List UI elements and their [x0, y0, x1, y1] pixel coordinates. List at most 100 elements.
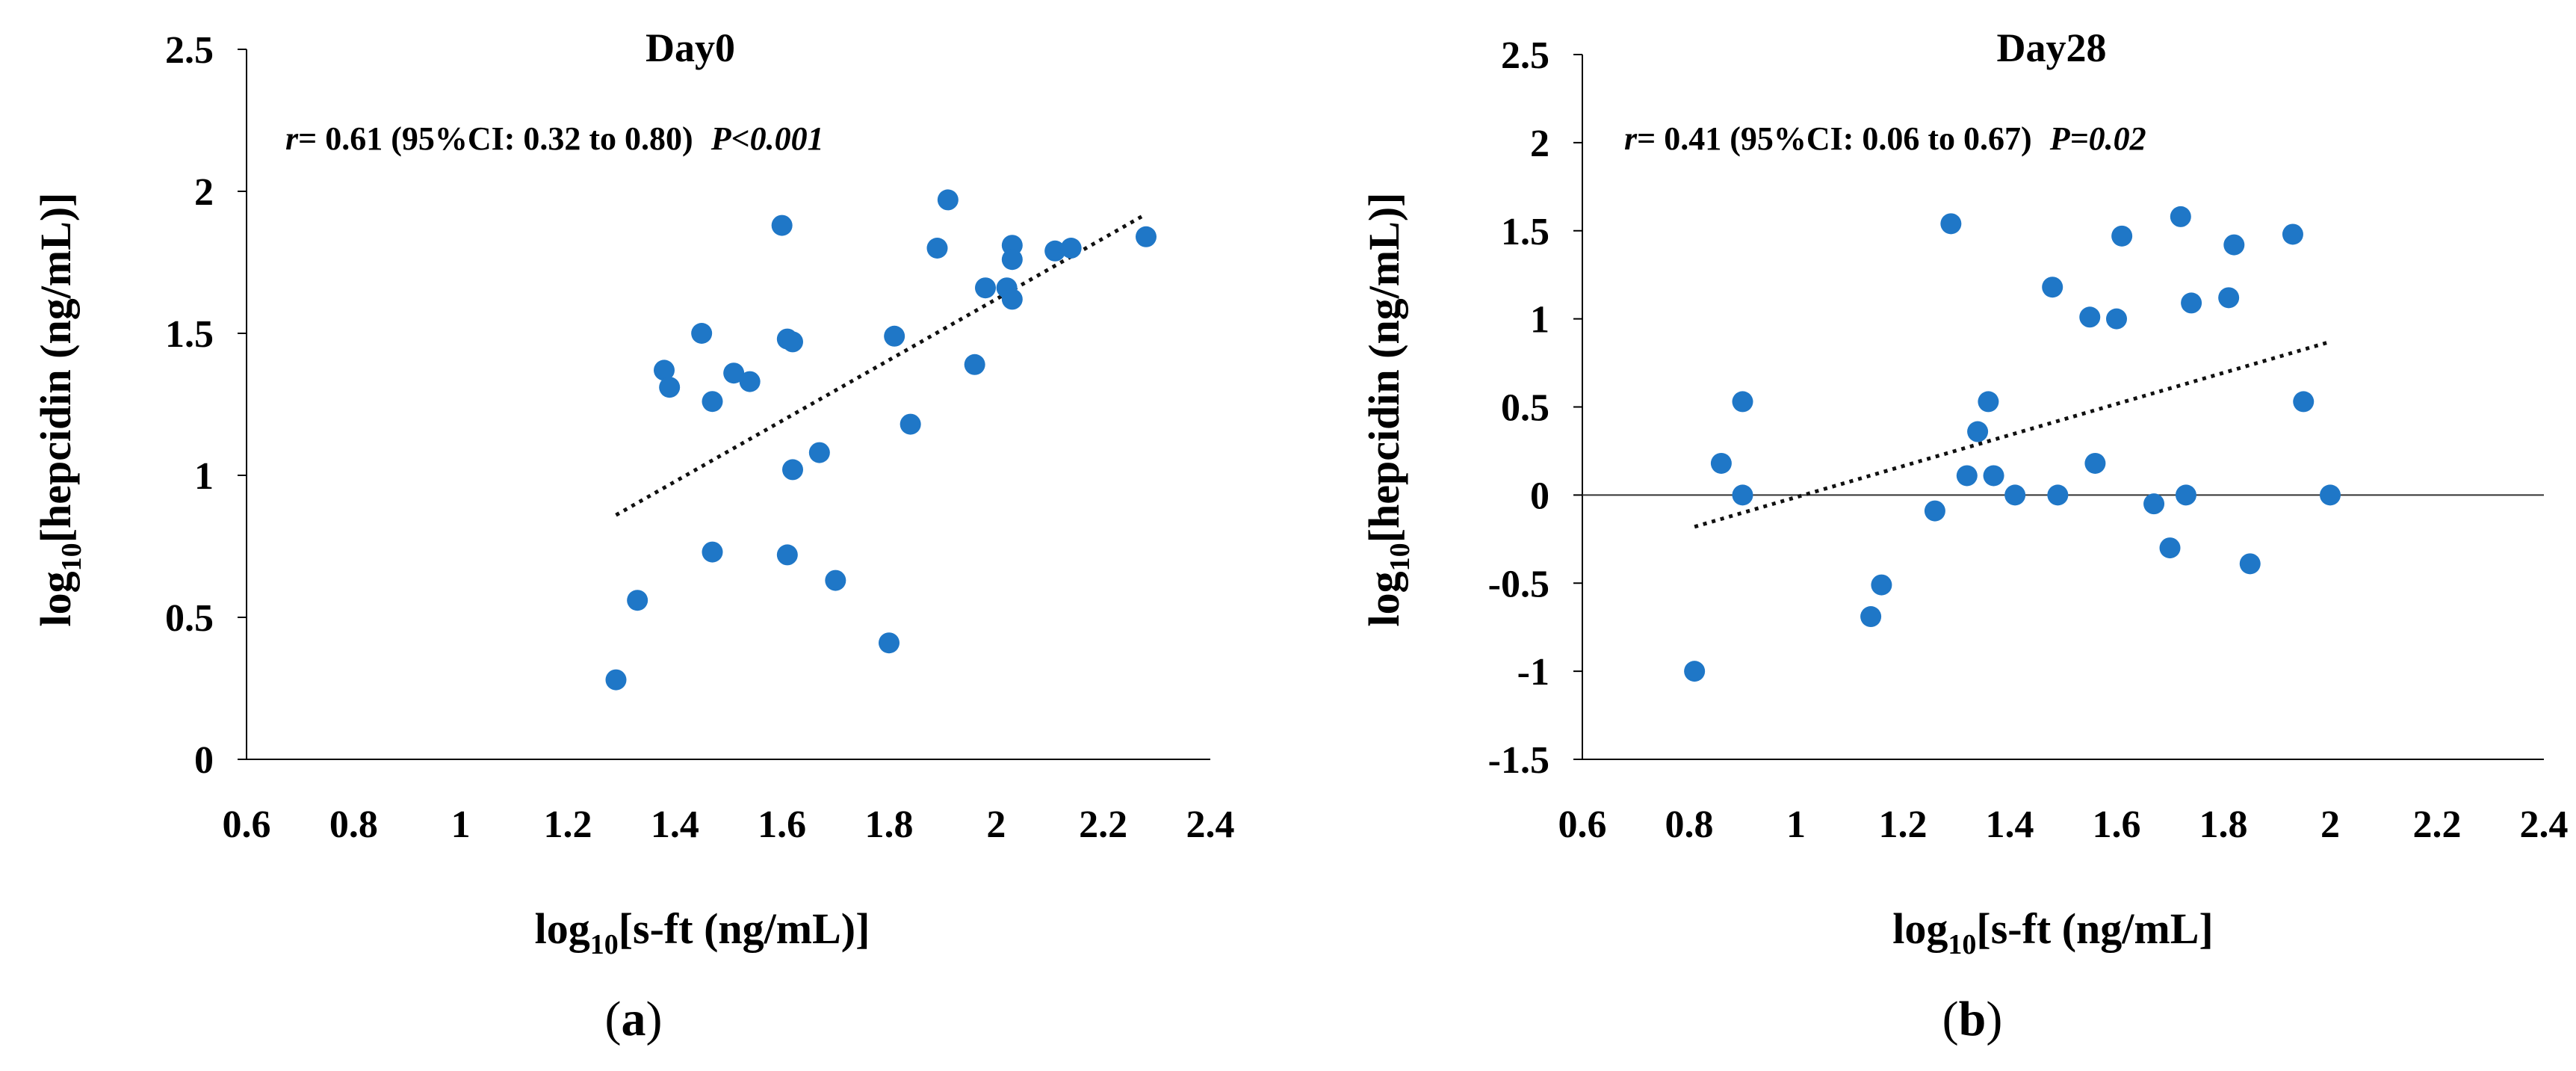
- x-tick-label: 2.4: [1186, 803, 1235, 846]
- data-point: [1001, 249, 1023, 271]
- data-points: [1684, 206, 2341, 682]
- y-tick-label: 1: [194, 455, 214, 498]
- y-tick-label: -1.5: [1488, 739, 1549, 782]
- data-point: [654, 359, 675, 381]
- y-tick-label: 0: [1530, 475, 1549, 517]
- axes: 0 0.5 1 1.5 2 2.5 0.6 0.8 1 1.2 1.4 1.6 1.8 2 2.2 2.4: [165, 29, 1235, 846]
- data-point: [702, 541, 723, 563]
- data-point: [782, 459, 803, 481]
- data-point: [1924, 500, 1945, 522]
- data-point: [1044, 240, 1066, 262]
- x-tick-label: 2.2: [2413, 803, 2462, 846]
- data-point: [2320, 484, 2341, 506]
- data-point: [1871, 574, 1892, 596]
- trendline: [615, 212, 1148, 517]
- data-point: [723, 362, 745, 384]
- data-point: [2223, 234, 2245, 256]
- data-point: [1956, 465, 1978, 487]
- x-tick-label: 2.2: [1079, 803, 1127, 846]
- y-tick-label: 2.5: [1501, 34, 1549, 77]
- data-point: [2175, 484, 2196, 506]
- data-point: [2282, 223, 2303, 245]
- data-point: [659, 377, 681, 398]
- x-tick-label: 1: [1786, 803, 1806, 846]
- stats-annotation: r= 0.61 (95%CI: 0.32 to 0.80) P<0.001: [285, 120, 824, 157]
- data-point: [926, 238, 948, 259]
- x-axis-label-prefix: log: [535, 904, 590, 953]
- p-value: P=0.02: [2049, 120, 2146, 157]
- data-point: [2079, 306, 2101, 328]
- data-point: [879, 632, 900, 654]
- y-axis-label-rest: [hepcidin (ng/mL)]: [31, 193, 80, 543]
- data-point: [2111, 225, 2133, 247]
- trendline-path: [615, 212, 1148, 517]
- x-tick-label: 1.8: [2199, 803, 2248, 846]
- x-axis-label-subscript: 10: [590, 929, 619, 960]
- x-tick-label: 2: [2320, 803, 2340, 846]
- y-tick-label: 1: [1530, 299, 1549, 342]
- data-point: [2084, 452, 2106, 474]
- y-tick-label: 2.5: [165, 29, 214, 72]
- x-axis-label-prefix: log: [1892, 904, 1948, 953]
- y-tick-label: 0.5: [1501, 387, 1549, 430]
- data-point: [771, 214, 793, 236]
- data-point: [605, 669, 627, 691]
- x-tick-label: 1.4: [1986, 803, 2034, 846]
- y-axis-label: log10[hepcidin (ng/mL)]: [31, 193, 87, 627]
- data-point: [2239, 553, 2261, 575]
- x-tick-label: 1.4: [651, 803, 699, 846]
- data-point: [2170, 206, 2191, 227]
- data-point: [1732, 484, 1753, 506]
- data-point: [825, 570, 846, 591]
- data-point: [2143, 493, 2165, 515]
- p-value: P<0.001: [710, 120, 824, 157]
- x-axis-label-rest: [s-ft (ng/mL)]: [619, 904, 870, 953]
- panel-letter: a: [622, 992, 646, 1046]
- panel-label: (b): [1942, 992, 2003, 1046]
- data-point: [1710, 452, 1732, 474]
- x-tick-label: 0.8: [329, 803, 378, 846]
- chart-day0: Day0 r= 0.61 (95%CI: 0.32 to 0.80) P<0.00…: [31, 25, 1235, 1046]
- y-tick-label: 1.5: [1501, 211, 1549, 253]
- x-axis-label: log10[s-ft (ng/mL)]: [535, 904, 870, 960]
- data-points: [605, 189, 1157, 691]
- data-point: [2042, 277, 2063, 298]
- x-tick-label: 0.8: [1665, 803, 1714, 846]
- trendline: [1694, 339, 2331, 529]
- data-point: [627, 590, 648, 611]
- x-tick-label: 2.4: [2520, 803, 2569, 846]
- data-point: [739, 371, 761, 392]
- data-point: [2047, 484, 2069, 506]
- data-point: [2293, 391, 2315, 413]
- data-point: [1136, 226, 1157, 247]
- x-tick-label: 1.2: [544, 803, 592, 846]
- x-tick-label: 1.6: [758, 803, 806, 846]
- y-tick-label: -0.5: [1488, 563, 1549, 605]
- data-point: [1860, 606, 1882, 628]
- x-axis-label-subscript: 10: [1948, 929, 1976, 960]
- data-point: [2106, 308, 2127, 330]
- x-axis-label-rest: [s-ft (ng/mL]: [1976, 904, 2213, 953]
- x-tick-label: 1.6: [2093, 803, 2141, 846]
- data-point: [1060, 238, 1082, 259]
- chart-title: Day28: [1997, 25, 2107, 70]
- x-tick-label: 0.6: [1558, 803, 1607, 846]
- stats-annotation: r= 0.41 (95%CI: 0.06 to 0.67) P=0.02: [1624, 120, 2146, 157]
- x-axis-label: log10[s-ft (ng/mL]: [1892, 904, 2213, 960]
- y-axis-label: log10[hepcidin (ng/mL)]: [1360, 193, 1416, 627]
- y-axis-label-subscript: 10: [56, 543, 87, 571]
- axes: -1.5 -1 -0.5 0 0.5 1 1.5 2 2.5 0.6 0.8 1 1.2 1.4 1.6 1.…: [1488, 34, 2569, 846]
- r-label: r: [1624, 120, 1638, 157]
- data-point: [975, 277, 996, 299]
- data-point: [2004, 484, 2026, 506]
- y-tick-label: -1: [1517, 651, 1549, 694]
- x-tick-label: 2: [986, 803, 1006, 846]
- y-axis-label-subscript: 10: [1384, 543, 1416, 571]
- x-tick-label: 1.8: [865, 803, 914, 846]
- data-point: [691, 323, 713, 344]
- y-axis-label-prefix: log: [31, 571, 80, 626]
- data-point: [1940, 213, 1962, 235]
- data-point: [964, 354, 985, 375]
- data-point: [702, 391, 723, 413]
